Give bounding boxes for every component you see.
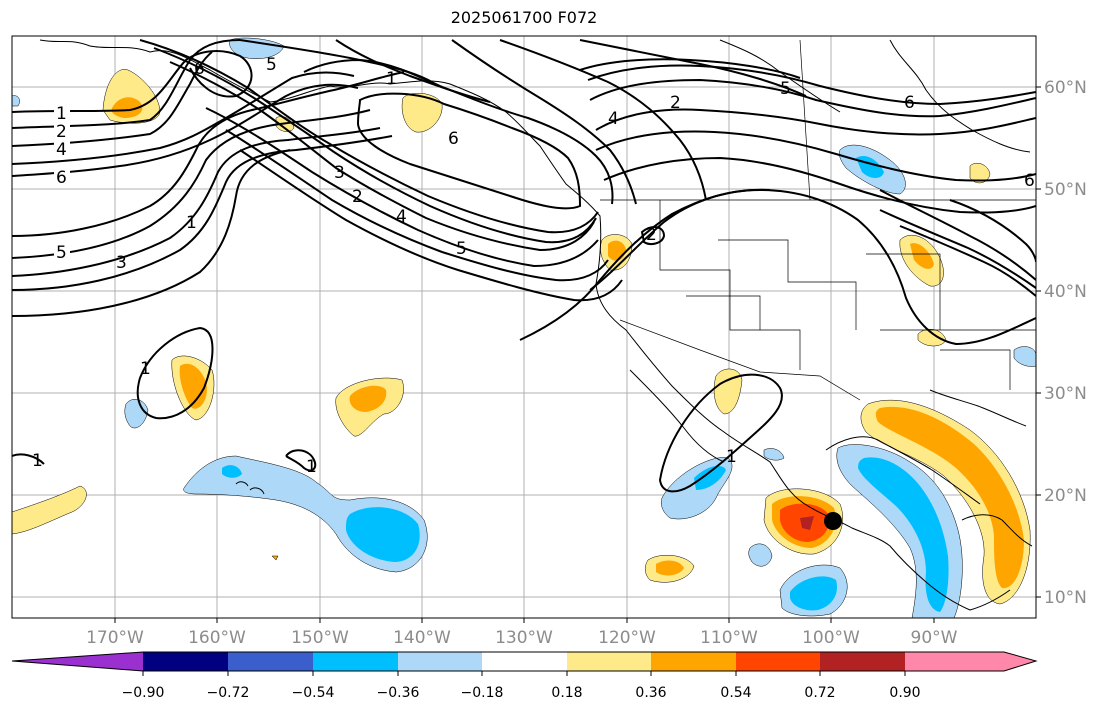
lon-tick-labels: 170°W 160°W 150°W 140°W 130°W 120°W 110°… [86,628,958,648]
contour-lines [12,39,1036,493]
contour-label: 1 [386,69,397,89]
colorbar-label: −0.18 [461,685,504,701]
lon-tick-label: 90°W [911,628,958,648]
contour-label: 1 [140,359,151,379]
contour-label: 3 [334,163,345,183]
colorbar-label: −0.72 [207,685,250,701]
colorbar-bin [736,652,820,671]
colorbar-bin [567,652,651,671]
colorbar-label: 0.90 [889,685,920,701]
contour-label: 2 [56,122,67,142]
contour-label: 6 [448,129,459,149]
lon-tick-label: 160°W [188,628,246,648]
colorbar [11,651,1038,676]
contour-label: 5 [456,239,467,259]
lon-tick-label: 100°W [802,628,860,648]
contour-label: 1 [186,213,197,233]
lon-tick-label: 170°W [86,628,144,648]
tick-marks [114,86,1041,623]
colorbar-bin [905,652,1004,671]
colorbar-label: 0.18 [551,685,582,701]
contour-label: 1 [726,447,737,467]
contour-label: 1 [306,457,317,477]
shaded-anomalies [12,37,1036,618]
contour-labels: 1 2 4 6 5 3 1 6 5 1 2 4 6 2 3 4 5 2 5 6 … [32,55,1035,477]
contour-label: 4 [608,109,619,129]
contour-label: 6 [904,93,915,113]
lon-tick-label: 140°W [393,628,451,648]
lat-tick-label: 20°N [1044,486,1087,506]
lon-tick-label: 120°W [598,628,656,648]
colorbar-bin [651,652,736,671]
contour-label: 5 [266,55,277,75]
lon-tick-label: 130°W [495,628,553,648]
colorbar-bin [398,652,482,671]
colorbar-label: 0.72 [804,685,835,701]
lon-tick-label: 150°W [291,628,349,648]
contour-label: 6 [194,59,205,79]
contour-label: 2 [352,187,363,207]
lat-tick-label: 30°N [1044,384,1087,404]
storm-marker [824,512,842,530]
contour-label: 1 [32,451,43,471]
colorbar-label: 0.36 [635,685,666,701]
colorbar-bin [482,652,567,671]
colorbar-extend-high [1004,652,1036,671]
colorbar-bin [313,652,398,671]
contour-label: 6 [56,168,67,188]
contour-label: 6 [1024,171,1035,191]
contour-label: 5 [780,79,791,99]
contour-label: 4 [396,207,407,227]
lat-tick-labels: 60°N 50°N 40°N 30°N 20°N 10°N [1044,78,1087,608]
lat-tick-label: 50°N [1044,180,1087,200]
colorbar-label: −0.54 [292,685,335,701]
contour-label: 1 [56,104,67,124]
colorbar-labels: −0.90 −0.72 −0.54 −0.36 −0.18 0.18 0.36 … [122,685,921,701]
contour-label: 5 [56,243,67,263]
contour-label: 2 [646,225,657,245]
colorbar-label: −0.36 [377,685,420,701]
lat-tick-label: 40°N [1044,282,1087,302]
map-title: 2025061700 F072 [450,8,598,27]
colorbar-label: −0.90 [122,685,165,701]
contour-label: 2 [670,93,681,113]
lon-tick-label: 110°W [700,628,758,648]
lat-tick-label: 60°N [1044,78,1087,98]
colorbar-extend-low [12,652,143,671]
lat-tick-label: 10°N [1044,588,1087,608]
colorbar-bin [228,652,313,671]
colorbar-bin [820,652,905,671]
contour-label: 3 [116,253,127,273]
colorbar-label: 0.54 [720,685,751,701]
contour-label: 4 [56,140,67,160]
colorbar-bin [143,652,228,671]
